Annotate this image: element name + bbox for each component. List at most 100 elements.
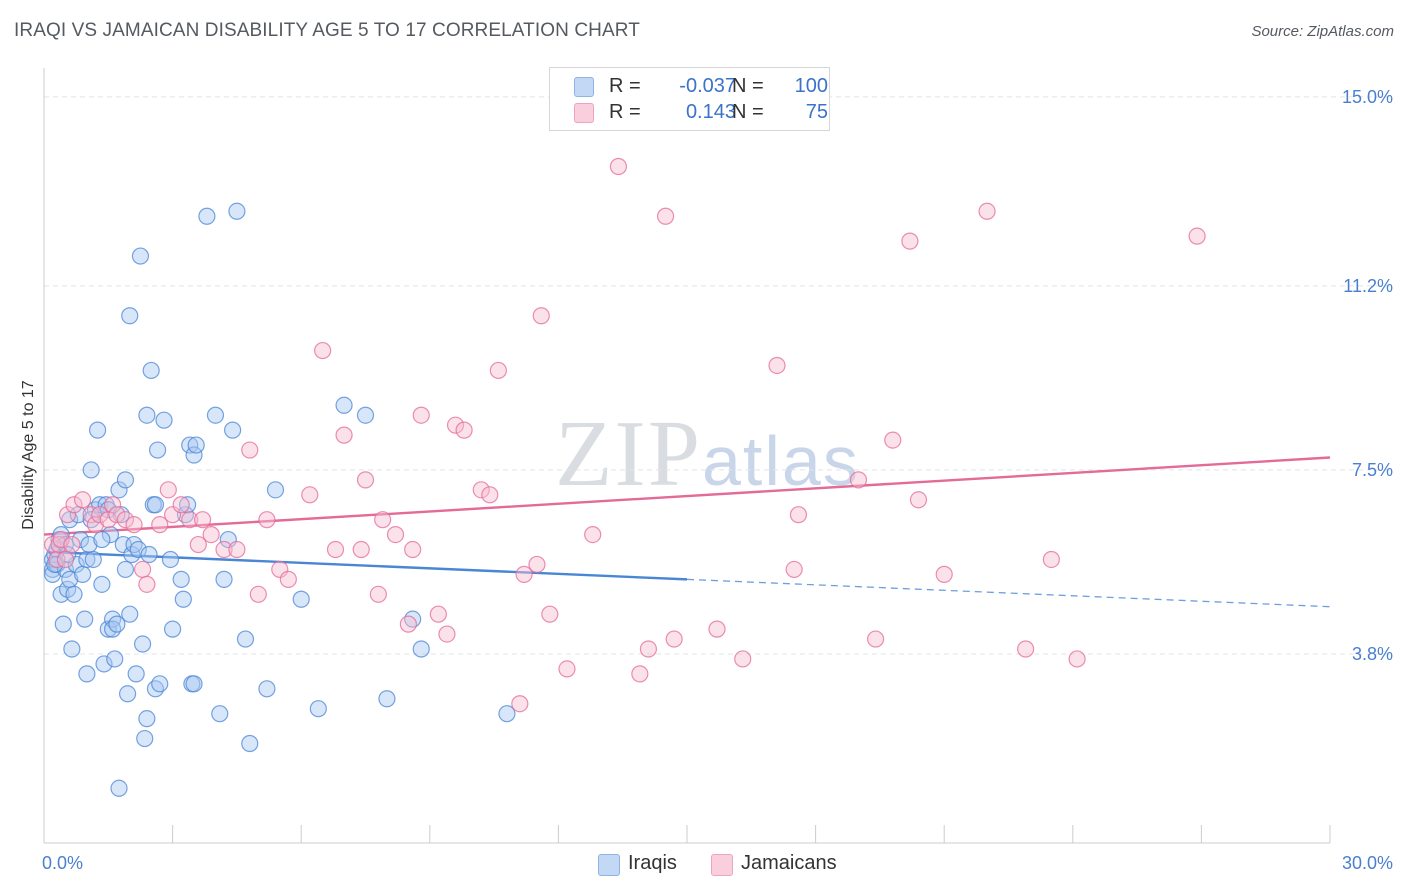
- jamaican-point: [249, 585, 267, 603]
- jamaican-point: [768, 356, 786, 375]
- jamaican-point: [472, 481, 490, 499]
- legend-n-label: N =: [732, 75, 764, 97]
- iraqi-point: [76, 610, 94, 628]
- jamaican-point: [978, 202, 996, 220]
- jamaican-point: [455, 421, 473, 439]
- jamaican-point: [125, 516, 143, 534]
- iraqi-point: [378, 690, 396, 708]
- iraqi-point: [241, 734, 259, 753]
- iraqi-point: [148, 441, 167, 459]
- iraqi-point: [116, 560, 135, 579]
- jamaican-point: [511, 695, 529, 713]
- legend-r-label: R =: [609, 101, 641, 123]
- iraqi-point: [142, 361, 160, 380]
- iraqi-point: [236, 630, 255, 648]
- jamaican-point: [86, 516, 105, 534]
- jamaican-point: [399, 615, 417, 633]
- jamaican-point: [151, 516, 169, 534]
- jamaican-point: [352, 540, 370, 559]
- jamaican-point: [404, 540, 422, 559]
- iraqi-point: [164, 620, 182, 638]
- iraqi-point: [224, 421, 242, 439]
- iraqi-point: [292, 590, 310, 608]
- x-tick-label: 30.0%: [1342, 853, 1393, 873]
- iraqi-point: [121, 605, 139, 623]
- jamaican-point: [116, 511, 135, 529]
- iraqi-point: [93, 530, 111, 549]
- jamaican-point: [849, 471, 868, 489]
- jamaican-point: [314, 341, 332, 360]
- jamaican-point: [228, 540, 246, 559]
- iraqi-point: [215, 570, 233, 588]
- iraqi-point: [65, 585, 83, 603]
- jamaican-point: [181, 511, 199, 529]
- iraqi-point: [108, 615, 126, 633]
- jamaican-point: [279, 570, 297, 588]
- tick-labels: 3.8% 7.5% 11.2% 15.0% 0.0% 30.0%: [42, 87, 1393, 873]
- chart-title: IRAQI VS JAMAICAN DISABILITY AGE 5 TO 17…: [14, 20, 640, 41]
- iraqi-point: [63, 640, 81, 658]
- jamaican-point: [369, 585, 387, 603]
- jamaican-point: [194, 511, 212, 529]
- iraqi-point: [88, 421, 107, 439]
- legend-r-label: R =: [609, 75, 641, 97]
- iraqi-point: [498, 705, 516, 723]
- iraqi-point: [84, 550, 102, 569]
- jamaican-point: [609, 157, 628, 176]
- iraqi-point: [101, 525, 120, 544]
- jamaican-point: [1017, 640, 1035, 658]
- iraqi-point: [181, 436, 199, 454]
- jamaican-point: [1068, 650, 1086, 668]
- jamaican-point: [215, 540, 233, 559]
- jamaican-point: [489, 361, 507, 380]
- iraqi-point: [129, 540, 147, 559]
- jamaican-point: [103, 496, 122, 514]
- jamaican-point: [438, 625, 456, 643]
- iraqi-point: [151, 675, 169, 693]
- jamaican-point: [301, 486, 319, 504]
- iraqi-point: [356, 406, 375, 424]
- iraqi-trend-line: [48, 550, 688, 581]
- iraqi-point: [121, 307, 139, 325]
- jamaican-point: [326, 540, 345, 559]
- jamaican-point: [665, 630, 683, 648]
- iraqi-point: [155, 411, 173, 429]
- iraqi-point: [116, 471, 135, 489]
- iraqi-point: [206, 406, 225, 424]
- iraqi-point: [140, 545, 158, 564]
- y-tick-label: 7.5%: [1352, 460, 1393, 480]
- iraqi-point: [309, 700, 327, 718]
- jamaican-point: [1188, 227, 1206, 245]
- legend-swatch-jamaicans: [711, 854, 733, 876]
- jamaican-point: [91, 506, 109, 524]
- jamaican-point: [108, 506, 126, 524]
- jamaican-point: [58, 506, 77, 524]
- grid-lines: [44, 96, 1394, 655]
- watermark: ZIPatlas: [555, 400, 860, 508]
- jamaican-point: [656, 207, 675, 225]
- jamaican-point: [789, 506, 808, 524]
- iraqi-point: [95, 655, 113, 673]
- iraqi-point: [228, 202, 246, 220]
- jamaican-point: [867, 630, 885, 648]
- y-tick-label: 15.0%: [1342, 87, 1393, 107]
- jamaican-point: [631, 665, 649, 683]
- iraqi-point: [131, 247, 150, 265]
- jamaican-point: [639, 640, 658, 658]
- x-tick-label: 0.0%: [42, 853, 83, 873]
- iraqi-point: [146, 496, 165, 514]
- y-tick-label: 11.2%: [1343, 276, 1393, 296]
- jamaican-point: [386, 525, 405, 544]
- jamaican-point: [429, 605, 447, 623]
- jamaican-point: [138, 575, 156, 593]
- iraqi-point: [258, 680, 276, 698]
- y-tick-label: 3.8%: [1352, 644, 1393, 664]
- jamaican-point: [446, 416, 465, 434]
- jamaican-point: [202, 525, 220, 544]
- iraqi-point: [185, 675, 203, 693]
- legend-n-label: N =: [732, 101, 764, 123]
- iraqi-point: [73, 565, 92, 583]
- iraqi-point: [211, 705, 229, 723]
- iraqi-point: [412, 640, 430, 658]
